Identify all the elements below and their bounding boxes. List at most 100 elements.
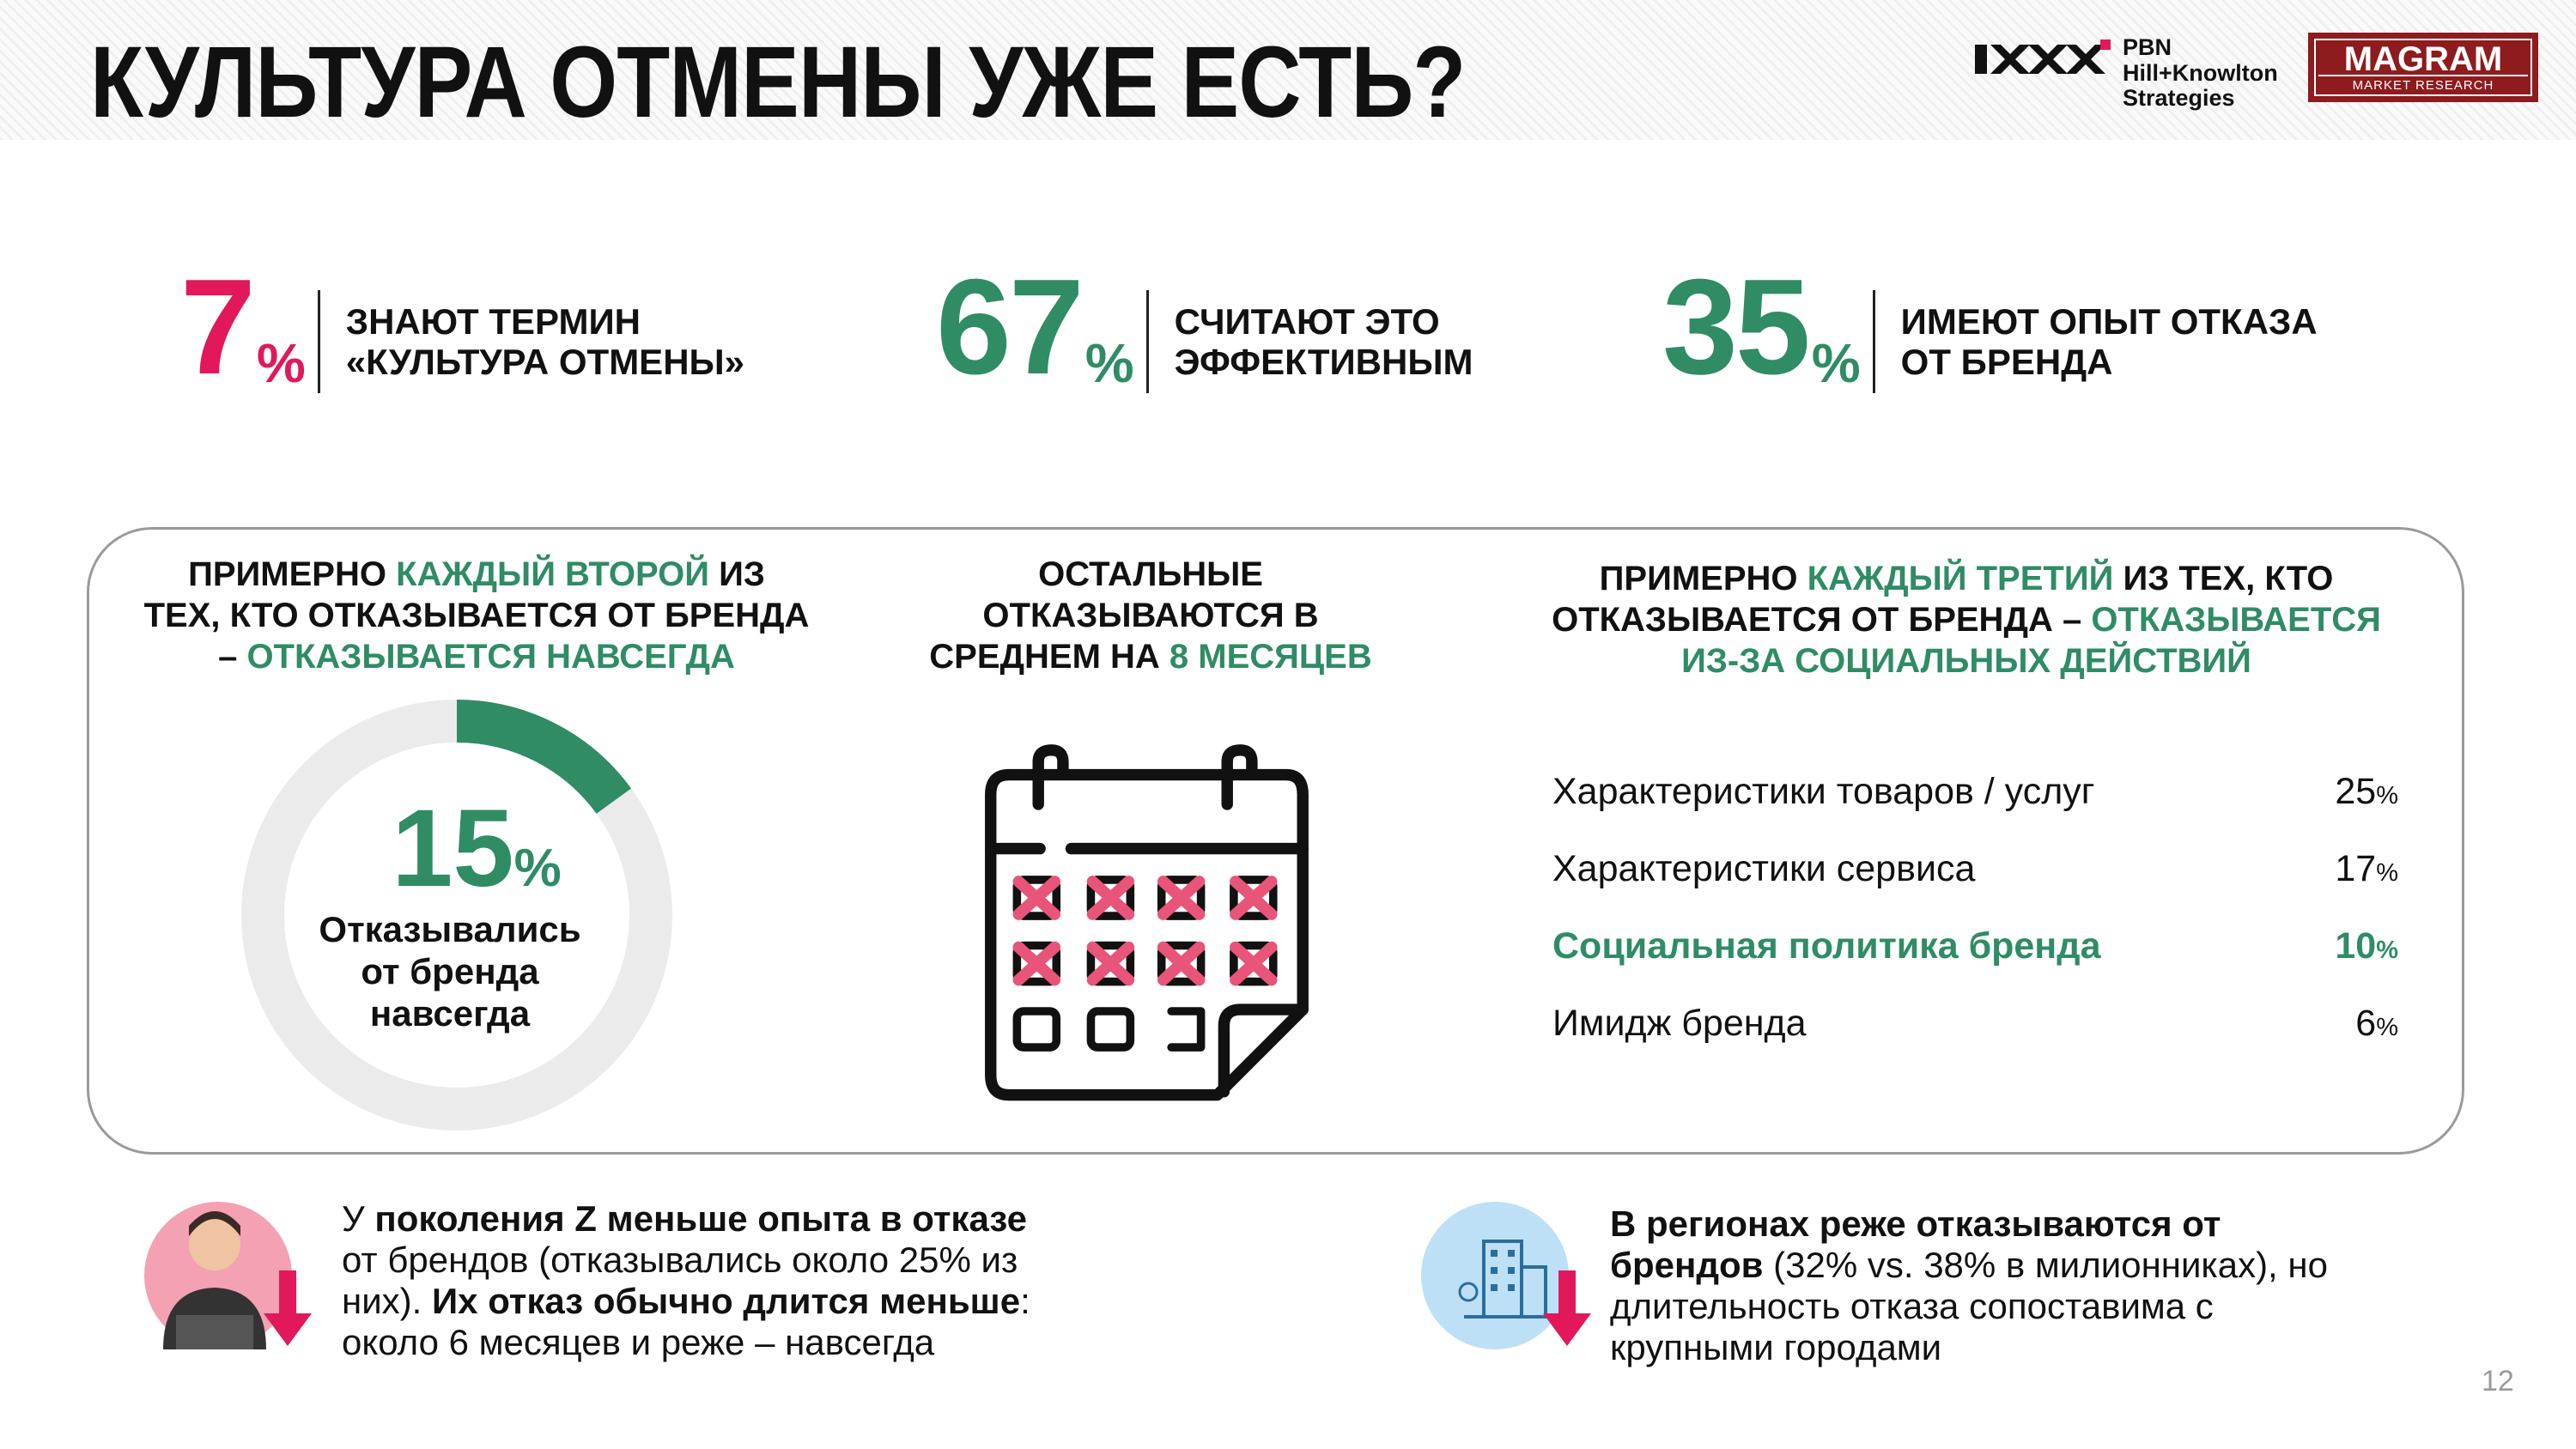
donut-arc [456, 700, 632, 815]
stat-line: ИМЕЮТ ОПЫТ ОТКАЗА [1900, 300, 2318, 342]
caption-line: от бренда [361, 951, 539, 991]
text-segment: КАЖДЫЙ ТРЕТИЙ [1807, 560, 2114, 597]
text-segment: длительность отказа сопоставима с [1610, 1286, 2214, 1326]
caption-line: навсегда [369, 993, 531, 1034]
stat-line: «КУЛЬТУРА ОТМЕНЫ» [345, 341, 744, 382]
text-line: ПРИМЕРНО КАЖДЫЙ ТРЕТИЙ ИЗ ТЕХ, КТО [1494, 558, 2439, 599]
donut-value: 15% [305, 794, 648, 904]
text-segment: ИЗ-ЗА СОЦИАЛЬНЫХ ДЕЙСТВИЙ [1681, 642, 2251, 680]
text-line: ОТКАЗЫВАЮТСЯ В [859, 595, 1443, 636]
text-segment: ОТКАЗЫВАЕТСЯ ОТ БРЕНДА – [1552, 601, 2092, 639]
note: У поколения Z меньше опыта в отказе от бр… [342, 1198, 1030, 1363]
text-line: крупными городами [1610, 1327, 2328, 1368]
stat-number: 67 [936, 252, 1084, 403]
text-line: ПРИМЕРНО КАЖДЫЙ ВТОРОЙ ИЗ [133, 554, 820, 595]
stat-unit: % [1811, 332, 1861, 394]
pbn-line: Hill+Knowlton [2123, 60, 2278, 86]
stat-number-wrap: 7% [180, 259, 306, 395]
text-line: около 6 месяцев и реже – навсегда [342, 1322, 1030, 1363]
text-segment: КАЖДЫЙ ВТОРОЙ [396, 555, 709, 593]
donut-number: 15 [392, 787, 514, 910]
text-segment: поколения Z меньше опыта в отказе [374, 1198, 1028, 1239]
stat-text: СЧИТАЮТ ЭТО ЭФФЕКТИВНЫМ [1175, 301, 1473, 382]
left-heading: ПРИМЕРНО КАЖДЫЙ ВТОРОЙ ИЗ ТЕХ, КТО ОТКАЗЫ… [133, 554, 820, 677]
text-line: брендов (32% vs. 38% в милионниках), но [1610, 1245, 2328, 1286]
stat-divider [1145, 289, 1149, 393]
reason-label: Характеристики товаров / услуг [1552, 771, 2095, 812]
reason-label: Социальная политика бренда [1552, 925, 2101, 967]
stat-unit: % [1084, 332, 1134, 394]
caption-line: Отказывались [319, 909, 581, 949]
stat-number-wrap: 35% [1662, 259, 1861, 395]
text-line: ОТКАЗЫВАЕТСЯ ОТ БРЕНДА – ОТКАЗЫВАЕТСЯ [1494, 599, 2439, 640]
text-segment: : [1020, 1281, 1030, 1321]
text-segment: У [342, 1198, 375, 1239]
stat-line: СЧИТАЮТ ЭТО [1174, 300, 1440, 342]
text-line: них). Их отказ обычно длится меньше: [342, 1281, 1030, 1322]
reason-row: Социальная политика бренда 10% [1552, 925, 2398, 967]
stat-line: ЗНАЮТ ТЕРМИН [345, 300, 641, 342]
text-segment: них). [342, 1281, 432, 1321]
text-segment: В регионах реже отказываются от [1610, 1203, 2221, 1244]
reason-value-wrap: 6% [2355, 1003, 2398, 1045]
right-heading: ПРИМЕРНО КАЖДЫЙ ТРЕТИЙ ИЗ ТЕХ, КТО ОТКАЗЫ… [1494, 558, 2439, 682]
text-segment: ИЗ [708, 555, 765, 593]
region-icon [1421, 1202, 1591, 1349]
reason-value: 10 [2335, 925, 2377, 967]
middle-heading: ОСТАЛЬНЫЕ ОТКАЗЫВАЮТСЯ В СРЕДНЕМ НА 8 МЕСЯ… [859, 554, 1443, 677]
reason-label: Имидж бренда [1552, 1003, 1807, 1044]
donut-unit: % [513, 839, 562, 898]
reason-value: 6 [2355, 1003, 2377, 1044]
text-line: У поколения Z меньше опыта в отказе [342, 1198, 1030, 1240]
magram-box [2308, 33, 2538, 102]
slide-title: КУЛЬТУРА ОТМЕНЫ УЖЕ ЕСТЬ? [90, 26, 1466, 139]
panel [87, 527, 2464, 1155]
text-line: длительность отказа сопоставима с [1610, 1286, 2328, 1327]
stat-text: ЗНАЮТ ТЕРМИН «КУЛЬТУРА ОТМЕНЫ» [346, 301, 744, 382]
reason-value-wrap: 10% [2335, 925, 2398, 967]
text-line: ИЗ-ЗА СОЦИАЛЬНЫХ ДЕЙСТВИЙ [1494, 640, 2439, 682]
text-segment: ОТКАЗЫВАЕТСЯ НАВСЕГДА [246, 638, 735, 676]
header-band [0, 0, 2576, 140]
stat-text: ИМЕЮТ ОПЫТ ОТКАЗА ОТ БРЕНДА [1901, 301, 2318, 382]
stat-number: 35 [1662, 252, 1811, 403]
stat-unit: % [256, 332, 306, 394]
text-segment: ИЗ ТЕХ, КТО [2113, 560, 2334, 597]
text-line: ТЕХ, КТО ОТКАЗЫВАЕТСЯ ОТ БРЕНДА [133, 595, 820, 636]
text-segment: крупными городами [1610, 1327, 1942, 1367]
stat-divider [1872, 289, 1875, 393]
text-line: ОСТАЛЬНЫЕ [859, 554, 1443, 595]
text-line: СРЕДНЕМ НА 8 МЕСЯЦЕВ [859, 636, 1443, 677]
text-segment: (32% vs. 38% в милионниках), но [1763, 1245, 2328, 1285]
text-segment: ОСТАЛЬНЫЕ [1038, 555, 1263, 593]
text-segment: брендов [1610, 1245, 1764, 1285]
reason-value-wrap: 17% [2335, 848, 2398, 890]
stat: 35% ИМЕЮТ ОПЫТ ОТКАЗА ОТ БРЕНДА [1662, 259, 2318, 399]
stat: 67% СЧИТАЮТ ЭТО ЭФФЕКТИВНЫМ [936, 259, 1473, 399]
text-segment: Их отказ обычно длится меньше [431, 1281, 1021, 1321]
reason-unit: % [2376, 782, 2398, 809]
text-segment: около 6 месяцев и реже – навсегда [342, 1322, 935, 1362]
text-segment: от брендов (отказывались около 25% из [342, 1240, 1018, 1280]
reason-value: 17 [2335, 848, 2377, 889]
magram-name: MAGRAM [2344, 40, 2502, 78]
text-segment: – [218, 638, 247, 676]
text-segment: ОТКАЗЫВАЕТСЯ [2091, 601, 2381, 639]
stat-number: 7 [180, 252, 256, 403]
stat-line: ОТ БРЕНДА [1900, 341, 2113, 382]
gen-z-icon [144, 1202, 312, 1349]
text-line: от брендов (отказывались около 25% из [342, 1240, 1030, 1281]
stat: 7% ЗНАЮТ ТЕРМИН «КУЛЬТУРА ОТМЕНЫ» [180, 259, 744, 399]
note: В регионах реже отказываются от брендов (… [1610, 1203, 2328, 1368]
pbn-mark [1975, 39, 2111, 74]
magram-frame [2314, 39, 2532, 96]
reason-label: Характеристики сервиса [1552, 848, 1976, 889]
stat-line: ЭФФЕКТИВНЫМ [1174, 341, 1473, 382]
reason-row: Характеристики сервиса 17% [1552, 848, 2398, 890]
reason-row: Характеристики товаров / услуг 25% [1552, 771, 2398, 813]
stat-divider [317, 289, 320, 393]
text-segment: ТЕХ, КТО ОТКАЗЫВАЕТСЯ ОТ БРЕНДА [143, 597, 810, 634]
text-line: В регионах реже отказываются от [1610, 1203, 2328, 1245]
